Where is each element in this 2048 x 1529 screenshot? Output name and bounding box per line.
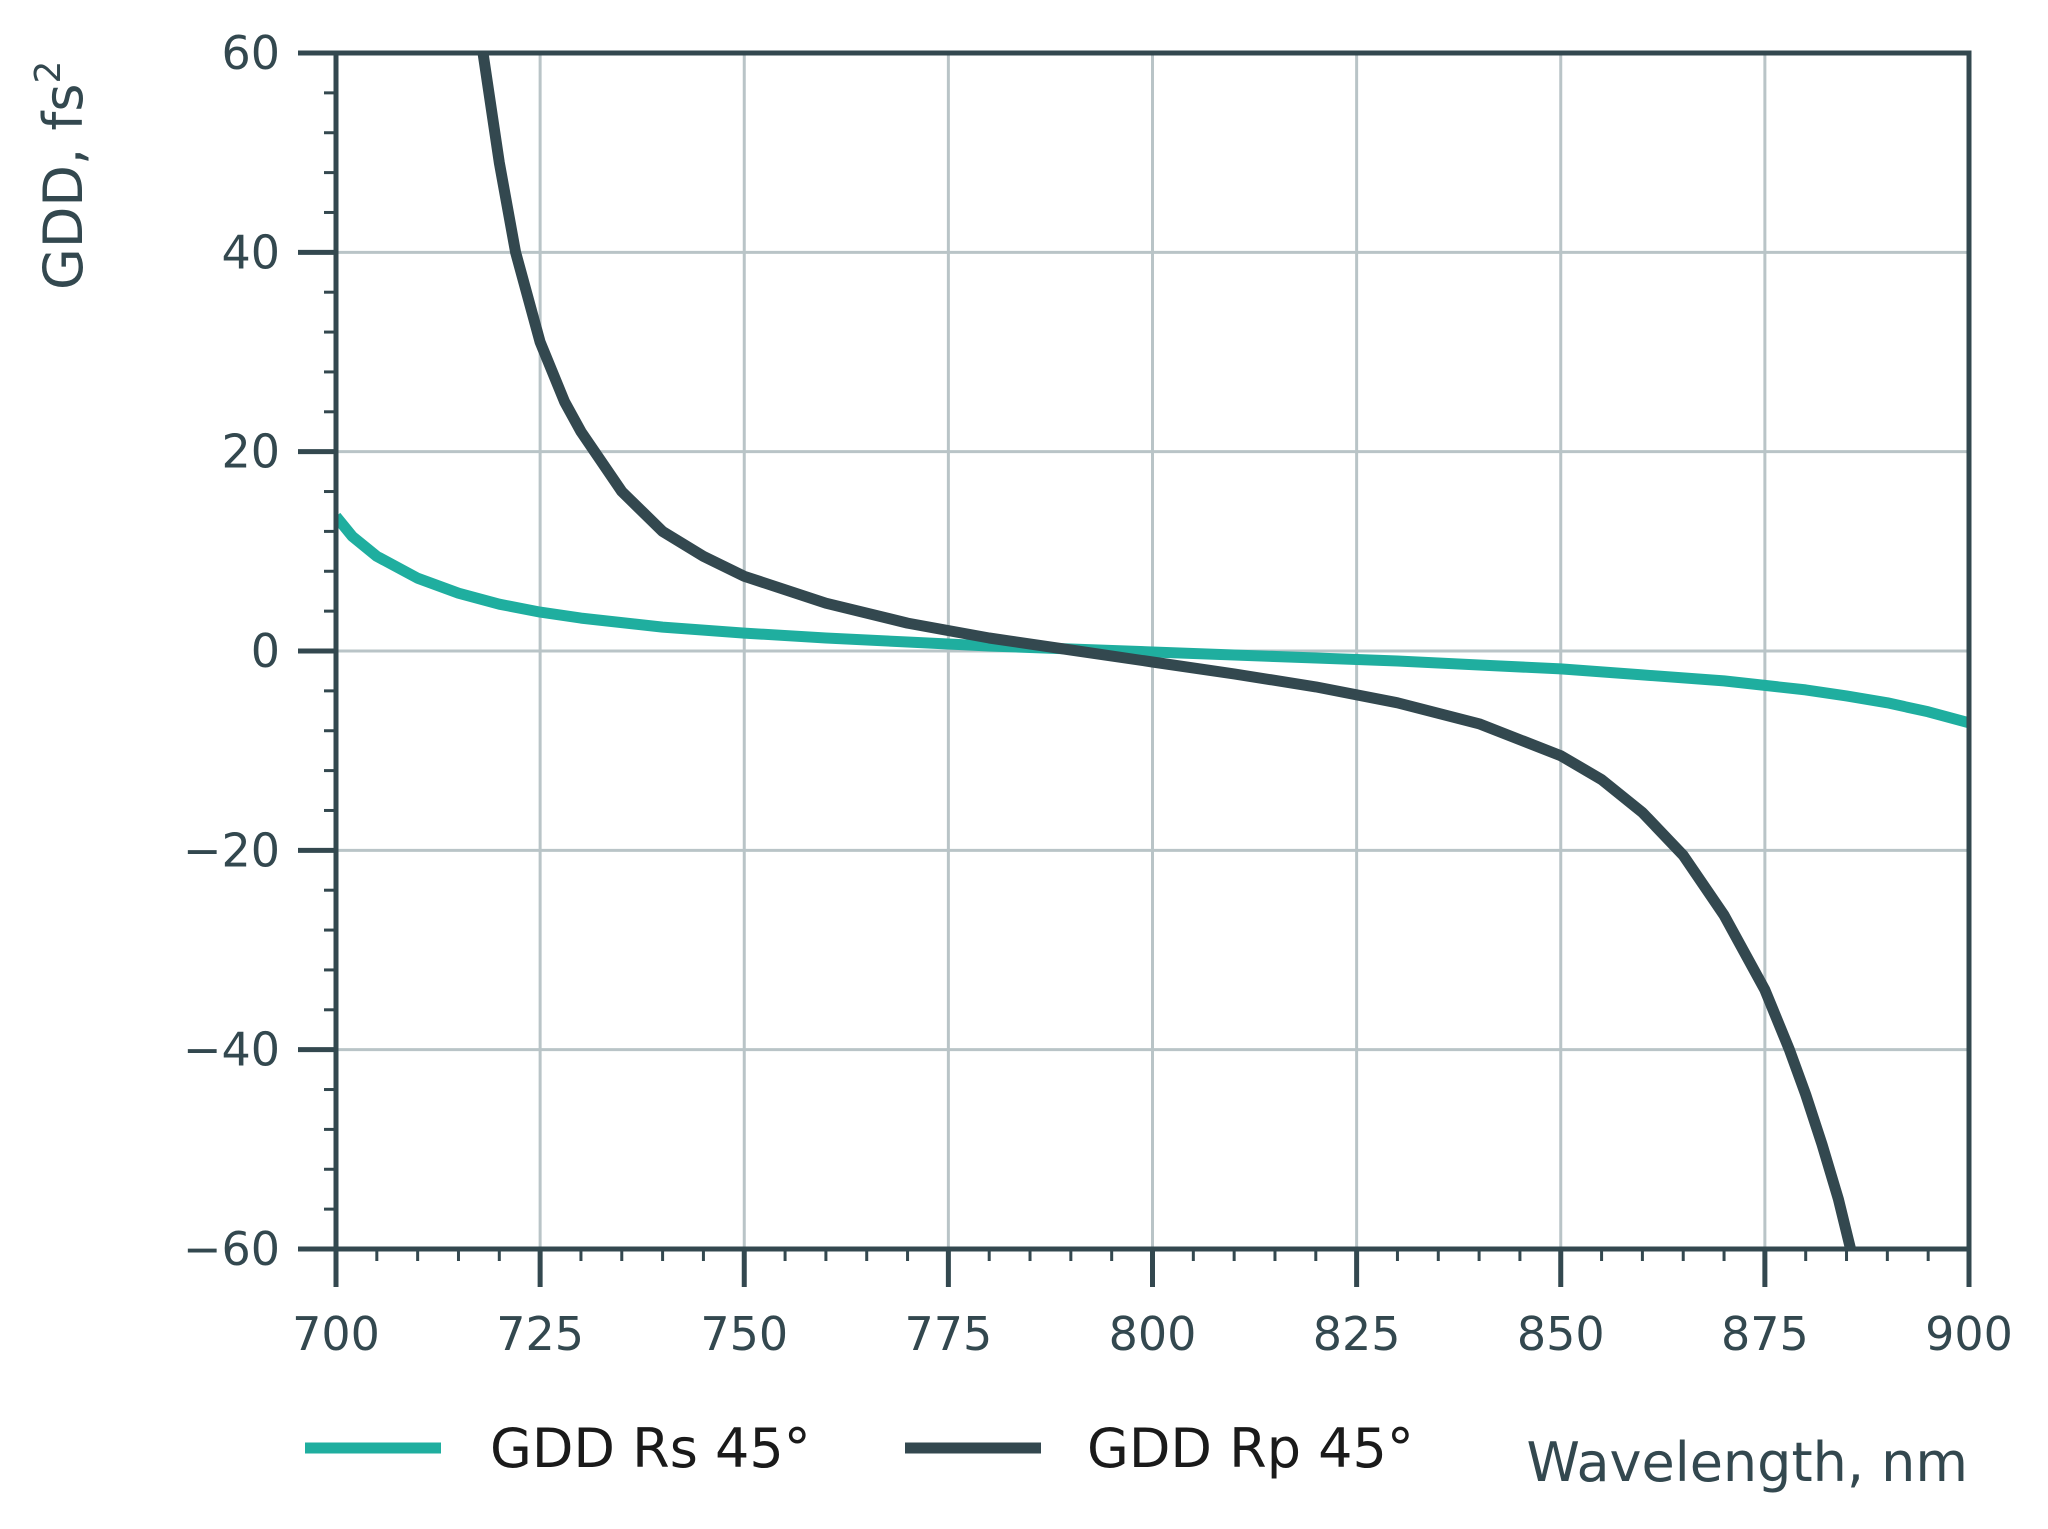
x-tick-label: 850 — [1517, 1307, 1605, 1361]
y-tick-label: 60 — [221, 26, 280, 80]
x-axis-title: Wavelength, nm — [1527, 1431, 1969, 1494]
legend-label-gdd-rs: GDD Rs 45° — [490, 1417, 811, 1480]
series-line-gdd-rp — [477, 53, 1856, 1249]
y-axis-title-superscript: 2 — [28, 61, 69, 84]
x-tick-label: 875 — [1721, 1307, 1809, 1361]
x-tick-label: 825 — [1313, 1307, 1401, 1361]
x-tick-label: 900 — [1925, 1307, 2013, 1361]
y-tick-label: −60 — [183, 1222, 280, 1276]
y-tick-label: 20 — [221, 425, 280, 479]
x-tick-label: 750 — [700, 1307, 788, 1361]
legend: GDD Rs 45° GDD Rp 45° — [305, 1417, 1414, 1480]
major-ticks — [298, 50, 1972, 1287]
grid — [336, 53, 1969, 1249]
y-tick-labels: −60 −40 −20 0 20 40 60 — [183, 26, 280, 1276]
y-tick-label: −20 — [183, 823, 280, 877]
x-tick-label: 725 — [496, 1307, 584, 1361]
x-tick-label: 800 — [1109, 1307, 1197, 1361]
y-tick-label: 40 — [221, 225, 280, 279]
y-tick-label: −40 — [183, 1023, 280, 1077]
x-tick-label: 700 — [292, 1307, 380, 1361]
y-tick-label: 0 — [251, 624, 280, 678]
legend-label-gdd-rp: GDD Rp 45° — [1087, 1417, 1414, 1480]
y-axis-title: GDD, fs2 — [28, 61, 95, 290]
x-tick-label: 775 — [904, 1307, 992, 1361]
series-layer — [336, 53, 1969, 1249]
x-tick-labels: 700 725 750 775 800 825 850 875 900 — [292, 1307, 2013, 1361]
y-axis-title-text: GDD, fs — [32, 84, 95, 290]
